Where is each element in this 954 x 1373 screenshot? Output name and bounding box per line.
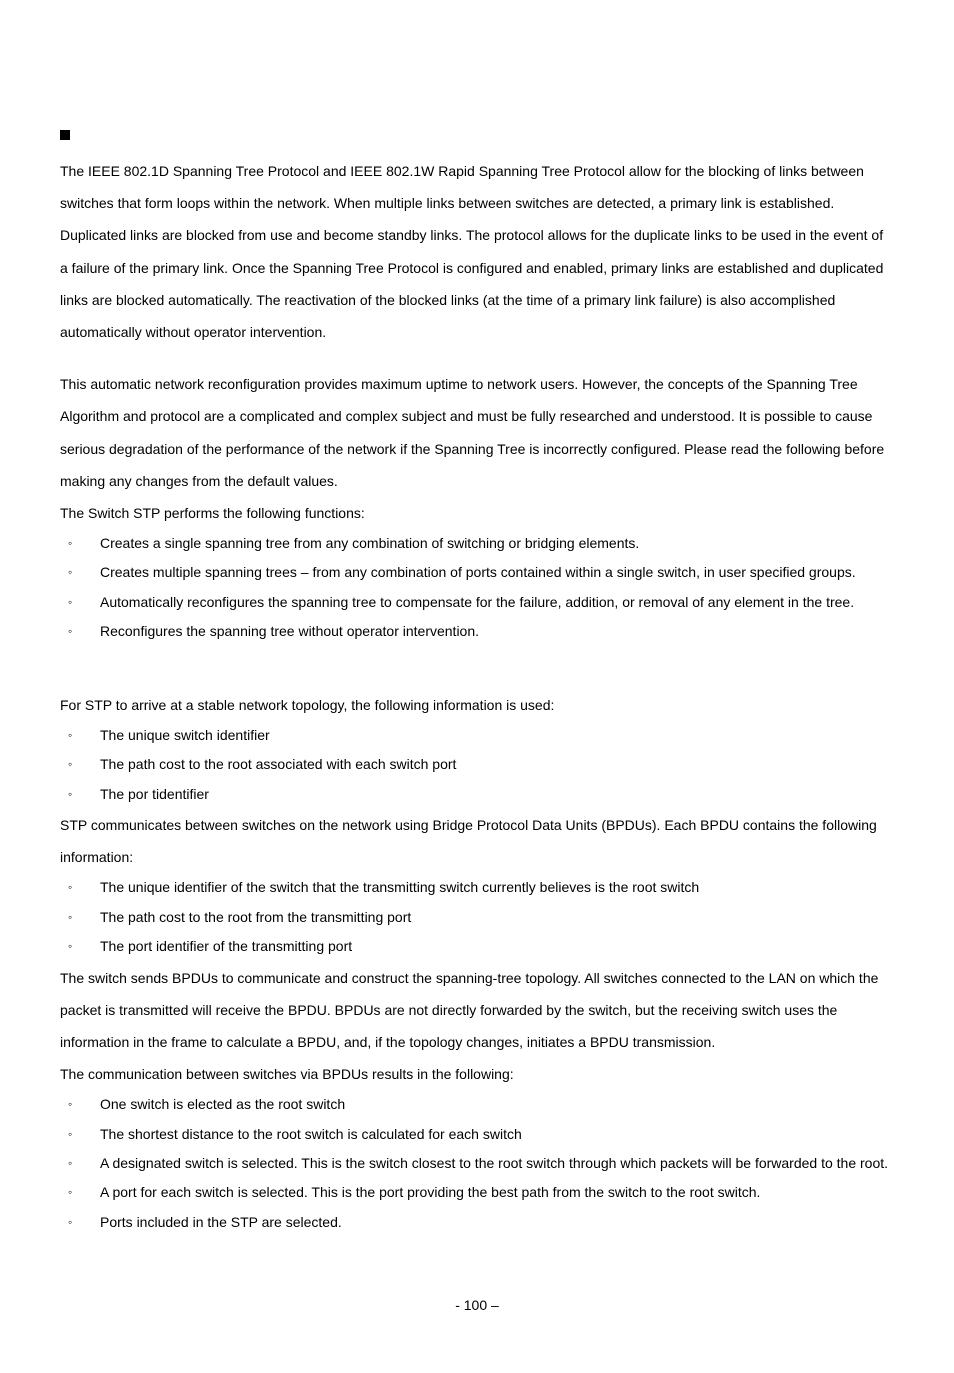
list-item: The path cost to the root from the trans… xyxy=(60,903,894,932)
body-paragraph: STP communicates between switches on the… xyxy=(60,809,894,873)
list-item: Ports included in the STP are selected. xyxy=(60,1208,894,1237)
list-item: Automatically reconfigures the spanning … xyxy=(60,588,894,617)
list-item: A port for each switch is selected. This… xyxy=(60,1178,894,1207)
bullet-list: The unique switch identifier The path co… xyxy=(60,721,894,809)
spacer xyxy=(60,669,894,689)
page-number: - 100 – xyxy=(60,1297,894,1313)
bullet-list: Creates a single spanning tree from any … xyxy=(60,529,894,647)
body-paragraph: The Switch STP performs the following fu… xyxy=(60,497,894,529)
body-paragraph: The switch sends BPDUs to communicate an… xyxy=(60,962,894,1059)
list-item: The path cost to the root associated wit… xyxy=(60,750,894,779)
list-item: Reconfigures the spanning tree without o… xyxy=(60,617,894,646)
body-paragraph: The IEEE 802.1D Spanning Tree Protocol a… xyxy=(60,155,894,348)
list-item: The port identifier of the transmitting … xyxy=(60,932,894,961)
page-content: The IEEE 802.1D Spanning Tree Protocol a… xyxy=(0,0,954,1373)
list-item: The por tidentifier xyxy=(60,780,894,809)
list-item: Creates a single spanning tree from any … xyxy=(60,529,894,558)
list-item: The shortest distance to the root switch… xyxy=(60,1120,894,1149)
list-item: One switch is elected as the root switch xyxy=(60,1090,894,1119)
body-paragraph: This automatic network reconfiguration p… xyxy=(60,368,894,497)
list-item: The unique identifier of the switch that… xyxy=(60,873,894,902)
bullet-list: One switch is elected as the root switch… xyxy=(60,1090,894,1237)
body-paragraph: For STP to arrive at a stable network to… xyxy=(60,689,894,721)
list-item: The unique switch identifier xyxy=(60,721,894,750)
list-item: A designated switch is selected. This is… xyxy=(60,1149,894,1178)
body-paragraph: The communication between switches via B… xyxy=(60,1058,894,1090)
section-marker-icon xyxy=(60,130,70,140)
list-item: Creates multiple spanning trees – from a… xyxy=(60,558,894,587)
bullet-list: The unique identifier of the switch that… xyxy=(60,873,894,961)
